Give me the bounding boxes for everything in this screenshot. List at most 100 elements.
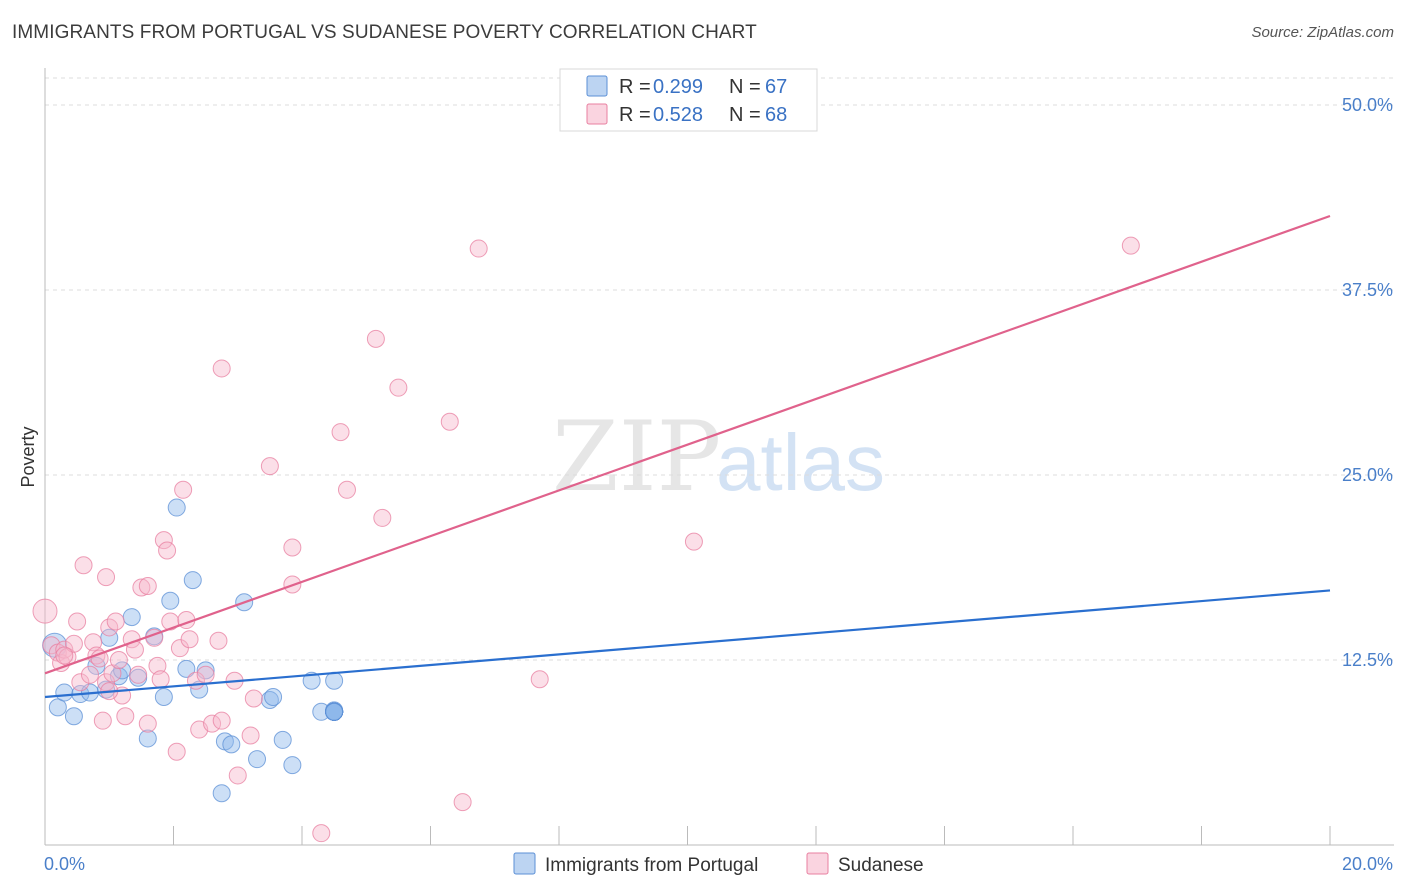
sudanese-point xyxy=(373,508,392,527)
sudanese-point xyxy=(80,665,99,684)
legend-swatch-portugal xyxy=(586,75,608,97)
sudanese-point xyxy=(337,480,356,499)
sudanese-point xyxy=(209,631,228,650)
bottom-legend-swatch-portugal xyxy=(513,852,536,875)
legend-n-value-sudanese: 68 xyxy=(765,104,787,126)
sudanese-point xyxy=(116,707,135,726)
sudanese-point xyxy=(228,766,247,785)
sudanese-point xyxy=(84,633,103,652)
portugal-point xyxy=(161,591,180,610)
sudanese-point xyxy=(260,457,279,476)
sudanese-point xyxy=(389,378,408,397)
portugal-point xyxy=(122,608,141,627)
legend-r-value-sudanese: 0.528 xyxy=(653,104,703,126)
portugal-point xyxy=(138,729,157,748)
sudanese-point xyxy=(132,578,151,597)
sudanese-point xyxy=(97,568,116,587)
y-tick-label: 50.0% xyxy=(1342,95,1393,115)
portugal-point xyxy=(312,702,331,721)
legend-n-value-portugal: 67 xyxy=(765,76,787,98)
bottom-legend-label-portugal: Immigrants from Portugal xyxy=(545,855,758,876)
legend-r-label-portugal: R = xyxy=(619,76,651,98)
sudanese-point xyxy=(283,538,302,557)
sudanese-point xyxy=(244,689,263,708)
y-tick-label: 25.0% xyxy=(1342,465,1393,485)
series-legend: Immigrants from Portugal Sudanese xyxy=(513,852,924,876)
portugal-point xyxy=(273,730,292,749)
legend-r-value-portugal: 0.299 xyxy=(653,76,703,98)
portugal-point xyxy=(167,498,186,517)
sudanese-point xyxy=(241,726,260,745)
sudanese-point xyxy=(74,556,93,575)
sudanese-point xyxy=(366,329,385,348)
legend-n-label-portugal: N = xyxy=(729,76,761,98)
sudanese-point xyxy=(684,532,703,551)
bottom-legend-swatch-sudanese xyxy=(806,852,829,875)
portugal-point xyxy=(325,702,344,721)
legend-n-label-sudanese: N = xyxy=(729,104,761,126)
sudanese-point xyxy=(312,824,331,843)
portugal-point xyxy=(97,680,116,699)
source-label: Source: ZipAtlas.com xyxy=(1251,24,1394,41)
legend-r-label-sudanese: R = xyxy=(619,104,651,126)
portugal-point xyxy=(154,688,173,706)
y-tick-label: 37.5% xyxy=(1342,280,1393,300)
watermark-atlas: atlas xyxy=(716,418,885,507)
watermark-zip: ZIP xyxy=(552,401,721,513)
sudanese-point xyxy=(138,577,157,595)
bottom-legend-label-sudanese: Sudanese xyxy=(838,855,924,876)
sudanese-point xyxy=(167,742,186,761)
sudanese-point xyxy=(138,714,157,733)
sudanese-trend-line xyxy=(44,214,1331,675)
portugal-point xyxy=(283,756,302,775)
sudanese-point xyxy=(64,634,83,653)
series-sudanese-points xyxy=(32,236,1140,843)
y-axis-label: Poverty xyxy=(18,426,38,487)
sudanese-point xyxy=(174,480,193,499)
y-tick-labels: 12.5% 25.0% 37.5% 50.0% xyxy=(1342,95,1393,670)
sudanese-point xyxy=(530,670,549,689)
sudanese-point xyxy=(161,612,180,631)
sudanese-point xyxy=(469,239,488,258)
portugal-point xyxy=(260,690,279,709)
sudanese-point xyxy=(440,412,459,431)
sudanese-point xyxy=(93,711,112,730)
portugal-point xyxy=(222,735,241,754)
portugal-point xyxy=(183,571,202,590)
portugal-point xyxy=(177,659,196,678)
portugal-trend-line xyxy=(44,589,1331,699)
sudanese-point xyxy=(148,656,167,675)
sudanese-point xyxy=(203,714,222,733)
sudanese-point xyxy=(331,423,350,442)
watermark: ZIP atlas xyxy=(552,401,885,513)
x-tick-label-min: 0.0% xyxy=(44,854,85,874)
series-portugal-points xyxy=(42,498,344,803)
sudanese-point xyxy=(212,359,231,378)
sudanese-point xyxy=(154,531,173,550)
sudanese-point xyxy=(55,646,74,665)
portugal-point xyxy=(64,707,83,726)
grid xyxy=(45,77,1394,661)
legend-swatch-sudanese xyxy=(586,103,608,125)
sudanese-point xyxy=(71,673,90,692)
sudanese-point xyxy=(151,670,170,689)
sudanese-point xyxy=(158,541,177,560)
sudanese-point xyxy=(453,793,472,812)
axes xyxy=(44,68,1394,846)
sudanese-point xyxy=(1121,236,1140,255)
portugal-point xyxy=(302,671,321,690)
sudanese-point xyxy=(180,630,199,649)
sudanese-point xyxy=(68,612,87,631)
correlation-legend: R = 0.299 N = 67 R = 0.528 N = 68 xyxy=(559,68,818,132)
trend-lines xyxy=(44,214,1331,699)
sudanese-point xyxy=(129,665,148,684)
sudanese-point xyxy=(32,598,58,624)
portugal-point xyxy=(212,784,231,803)
portugal-point xyxy=(55,683,74,702)
portugal-point xyxy=(248,750,267,769)
sudanese-point xyxy=(106,612,125,631)
sudanese-point xyxy=(196,665,215,684)
sudanese-point xyxy=(109,651,128,669)
portugal-point xyxy=(264,688,283,706)
